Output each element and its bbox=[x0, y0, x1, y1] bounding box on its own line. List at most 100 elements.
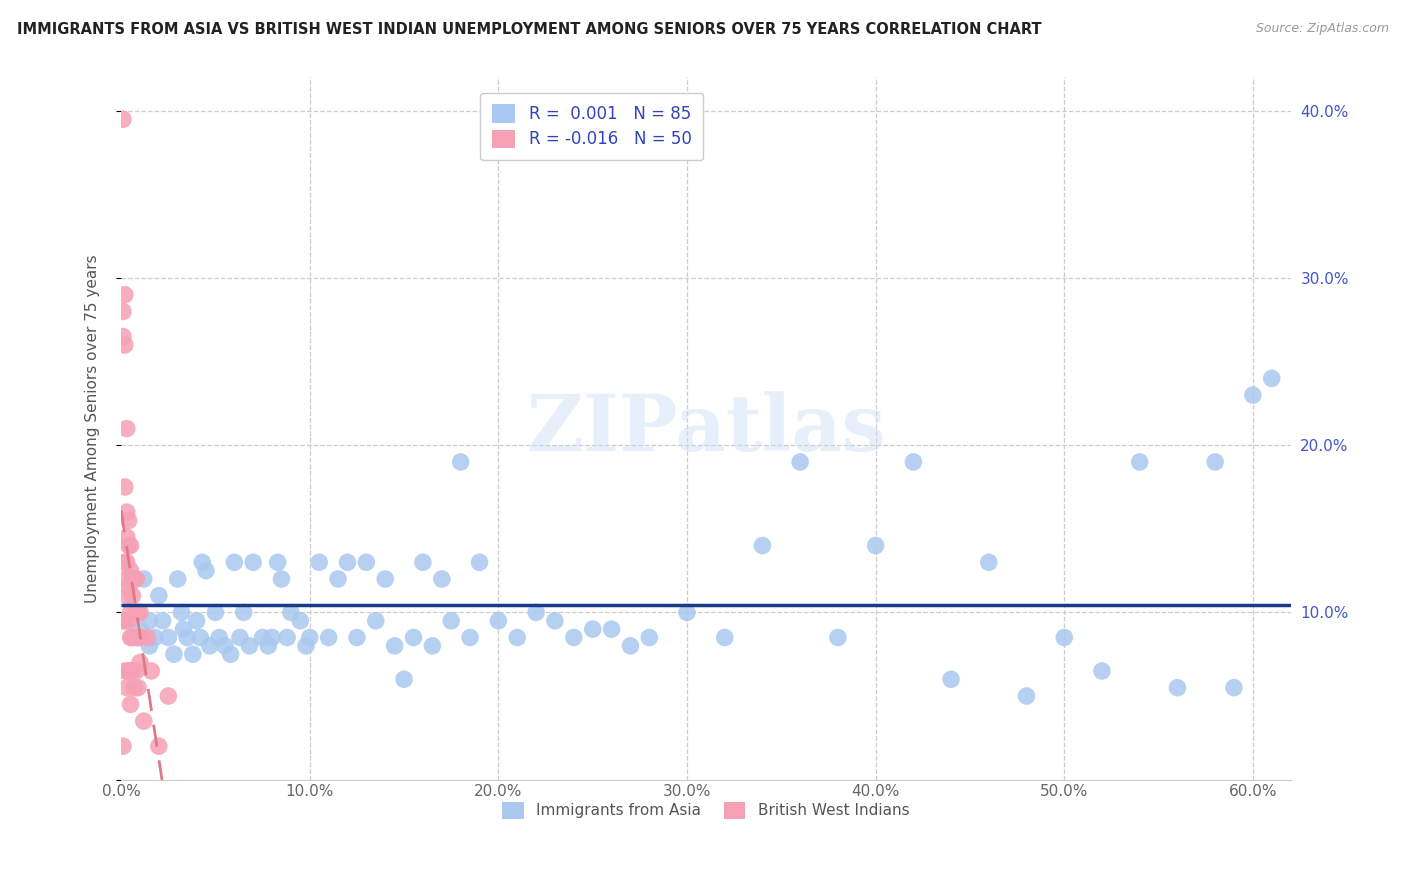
Point bbox=[257, 639, 280, 653]
Point bbox=[120, 564, 142, 578]
Point bbox=[582, 622, 605, 636]
Point bbox=[114, 287, 136, 301]
Point bbox=[120, 539, 142, 553]
Point bbox=[127, 631, 149, 645]
Point bbox=[114, 614, 136, 628]
Point bbox=[267, 555, 290, 569]
Point bbox=[1129, 455, 1152, 469]
Point bbox=[115, 421, 138, 435]
Text: IMMIGRANTS FROM ASIA VS BRITISH WEST INDIAN UNEMPLOYMENT AMONG SENIORS OVER 75 Y: IMMIGRANTS FROM ASIA VS BRITISH WEST IND… bbox=[17, 22, 1042, 37]
Point bbox=[412, 555, 434, 569]
Point bbox=[600, 622, 623, 636]
Legend: Immigrants from Asia, British West Indians: Immigrants from Asia, British West India… bbox=[496, 796, 915, 824]
Point bbox=[638, 631, 661, 645]
Point bbox=[121, 631, 143, 645]
Point bbox=[1091, 664, 1114, 678]
Point bbox=[111, 329, 134, 343]
Text: Source: ZipAtlas.com: Source: ZipAtlas.com bbox=[1256, 22, 1389, 36]
Point bbox=[242, 555, 264, 569]
Point bbox=[458, 631, 481, 645]
Point bbox=[1166, 681, 1188, 695]
Point bbox=[114, 664, 136, 678]
Point bbox=[326, 572, 349, 586]
Point bbox=[157, 631, 180, 645]
Point bbox=[260, 631, 283, 645]
Point bbox=[115, 555, 138, 569]
Point bbox=[713, 631, 735, 645]
Point bbox=[118, 664, 141, 678]
Point bbox=[422, 639, 444, 653]
Point bbox=[198, 639, 221, 653]
Point bbox=[125, 572, 148, 586]
Point bbox=[789, 455, 811, 469]
Point bbox=[138, 639, 160, 653]
Point bbox=[186, 614, 208, 628]
Point bbox=[141, 664, 163, 678]
Point bbox=[152, 614, 174, 628]
Point bbox=[190, 631, 212, 645]
Point bbox=[544, 614, 567, 628]
Point bbox=[308, 555, 330, 569]
Point bbox=[129, 606, 152, 620]
Point bbox=[120, 698, 142, 712]
Point bbox=[468, 555, 491, 569]
Point bbox=[120, 664, 142, 678]
Point bbox=[676, 606, 699, 620]
Point bbox=[115, 530, 138, 544]
Point bbox=[290, 614, 312, 628]
Point bbox=[280, 606, 302, 620]
Point bbox=[208, 631, 231, 645]
Point bbox=[356, 555, 378, 569]
Point bbox=[384, 639, 406, 653]
Point bbox=[125, 664, 148, 678]
Point bbox=[118, 580, 141, 594]
Point bbox=[392, 673, 415, 687]
Point bbox=[1204, 455, 1226, 469]
Point bbox=[111, 739, 134, 754]
Point bbox=[111, 304, 134, 318]
Point bbox=[124, 572, 146, 586]
Point bbox=[129, 631, 152, 645]
Point bbox=[115, 589, 138, 603]
Point bbox=[157, 689, 180, 703]
Point bbox=[124, 681, 146, 695]
Point bbox=[115, 505, 138, 519]
Text: ZIPatlas: ZIPatlas bbox=[526, 391, 886, 467]
Point bbox=[118, 614, 141, 628]
Point bbox=[111, 614, 134, 628]
Point bbox=[170, 606, 193, 620]
Point bbox=[204, 606, 226, 620]
Point bbox=[1261, 371, 1284, 385]
Point bbox=[440, 614, 463, 628]
Point bbox=[276, 631, 298, 645]
Point bbox=[364, 614, 387, 628]
Point bbox=[751, 539, 773, 553]
Y-axis label: Unemployment Among Seniors over 75 years: Unemployment Among Seniors over 75 years bbox=[86, 254, 100, 603]
Point bbox=[238, 639, 260, 653]
Point bbox=[166, 572, 188, 586]
Point bbox=[121, 664, 143, 678]
Point bbox=[129, 656, 152, 670]
Point bbox=[120, 606, 142, 620]
Point bbox=[125, 631, 148, 645]
Point bbox=[229, 631, 252, 645]
Point bbox=[114, 338, 136, 352]
Point bbox=[318, 631, 340, 645]
Point bbox=[232, 606, 254, 620]
Point bbox=[115, 572, 138, 586]
Point bbox=[125, 606, 148, 620]
Point bbox=[270, 572, 292, 586]
Point bbox=[977, 555, 1000, 569]
Point bbox=[121, 572, 143, 586]
Point bbox=[148, 739, 170, 754]
Point bbox=[143, 631, 166, 645]
Point bbox=[336, 555, 359, 569]
Point bbox=[132, 572, 155, 586]
Point bbox=[827, 631, 849, 645]
Point bbox=[402, 631, 425, 645]
Point bbox=[176, 631, 198, 645]
Point bbox=[120, 631, 142, 645]
Point bbox=[430, 572, 453, 586]
Point bbox=[865, 539, 887, 553]
Point bbox=[939, 673, 962, 687]
